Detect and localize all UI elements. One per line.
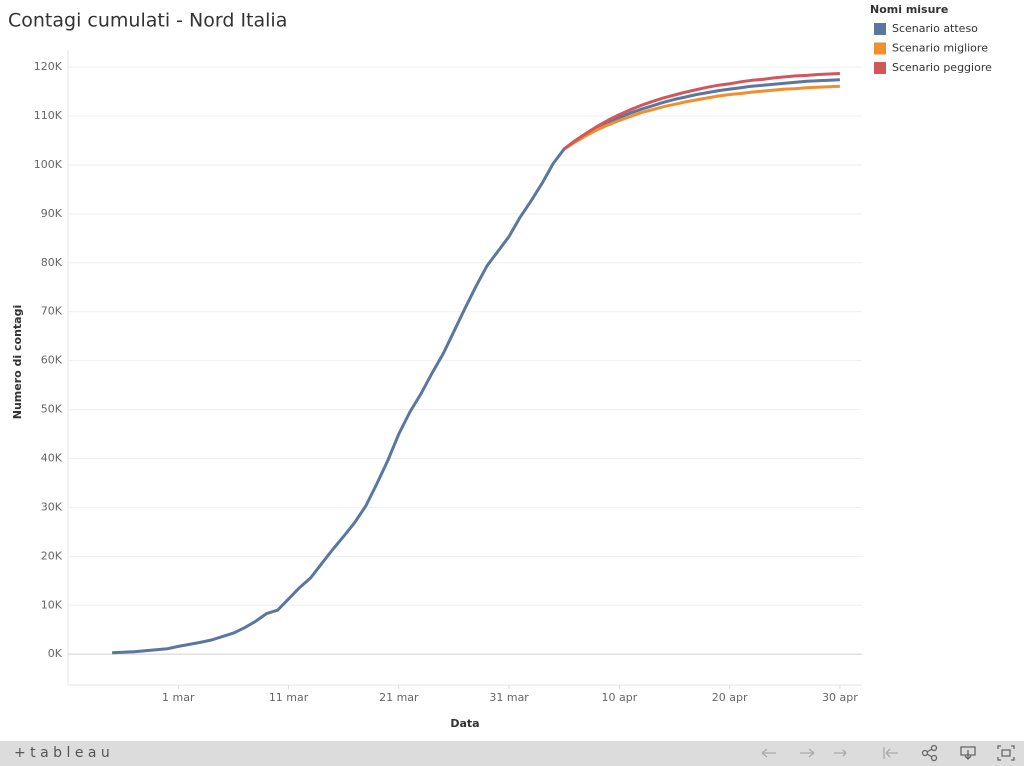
y-tick-label: 30K xyxy=(41,500,63,513)
y-axis-label: Numero di contagi xyxy=(11,305,24,419)
toolbar-icons[interactable] xyxy=(761,744,1015,762)
legend-title: Nomi misure xyxy=(870,3,948,16)
y-tick-label: 20K xyxy=(41,549,63,562)
x-tick-label: 20 apr xyxy=(712,691,748,704)
x-tick-label: 21 mar xyxy=(379,691,419,704)
y-tick-label: 100K xyxy=(34,158,63,171)
y-tick-label: 60K xyxy=(41,354,63,367)
brand: + t a b l e a u xyxy=(14,745,110,761)
series-line xyxy=(563,84,840,151)
legend-label: Scenario atteso xyxy=(892,22,978,35)
y-tick-label: 120K xyxy=(34,60,63,73)
legend-swatch xyxy=(874,23,886,35)
y-tick-label: 50K xyxy=(41,403,63,416)
x-tick-label: 30 apr xyxy=(822,691,858,704)
x-tick-label: 11 mar xyxy=(269,691,309,704)
series-line xyxy=(563,72,840,150)
x-axis-label: Data xyxy=(450,717,479,730)
y-tick-label: 110K xyxy=(34,109,63,122)
legend-label: Scenario peggiore xyxy=(892,61,992,74)
x-tick-label: 31 mar xyxy=(489,691,529,704)
y-tick-label: 0K xyxy=(48,647,63,660)
y-tick-label: 70K xyxy=(41,305,63,318)
y-tick-label: 10K xyxy=(41,598,63,611)
x-tick-label: 10 apr xyxy=(602,691,638,704)
y-tick-label: 80K xyxy=(41,256,63,269)
toolbar xyxy=(0,741,1024,766)
chart-title: Contagi cumulati - Nord Italia xyxy=(8,10,287,32)
legend-label: Scenario migliore xyxy=(892,42,988,55)
legend-swatch xyxy=(874,62,886,74)
x-tick-label: 1 mar xyxy=(162,691,195,704)
y-tick-label: 40K xyxy=(41,451,63,464)
series-line xyxy=(112,78,840,655)
y-tick-label: 90K xyxy=(41,207,63,220)
legend-swatch xyxy=(874,42,886,55)
